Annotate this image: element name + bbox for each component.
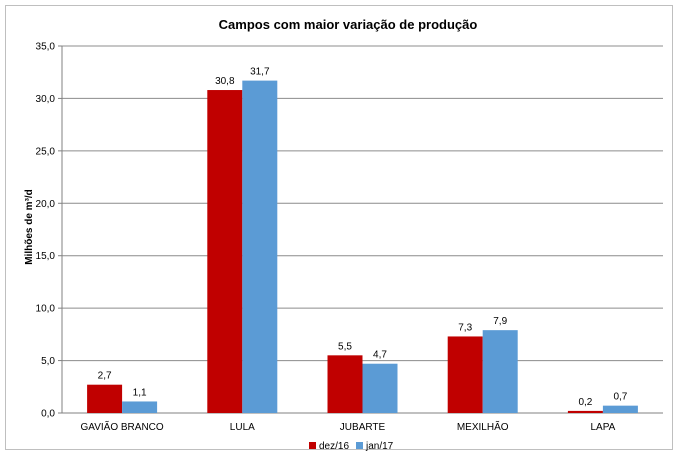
- x-category-label: JUBARTE: [340, 422, 386, 433]
- chart-title: Campos com maior variação de produção: [219, 17, 478, 32]
- bar-jan-17: [242, 80, 278, 414]
- y-tick-label: 0,0: [41, 409, 55, 420]
- y-tick-label: 10,0: [36, 304, 56, 315]
- bar-dez-16: [447, 336, 483, 413]
- legend-label: dez/16: [319, 441, 349, 452]
- data-label: 1,1: [133, 387, 147, 398]
- data-label: 30,8: [215, 76, 235, 87]
- data-label: 2,7: [98, 371, 112, 382]
- x-axis-categories: GAVIÃO BRANCO LULA JUBARTE MEXILHÃO LAPA: [81, 420, 616, 433]
- bar-dez-16: [207, 90, 243, 413]
- y-tick-label: 25,0: [36, 146, 56, 157]
- y-tick-label: 5,0: [41, 356, 55, 367]
- data-label: 7,3: [458, 322, 472, 333]
- data-labels: 2,7 1,1 30,8 31,7 5,5 4,7 7,3 7,9 0,2 0,7: [98, 67, 628, 408]
- bar-jan-17: [122, 401, 158, 413]
- y-axis-label: Milhões de m³/d: [24, 189, 35, 265]
- bar-dez-16: [567, 410, 603, 413]
- data-label: 0,2: [578, 397, 592, 408]
- data-label: 0,7: [613, 392, 627, 403]
- data-label: 7,9: [493, 316, 507, 327]
- bar-dez-16: [87, 384, 123, 413]
- data-label: 5,5: [338, 341, 352, 352]
- x-category-label: LULA: [230, 422, 255, 433]
- y-tick-label: 20,0: [36, 199, 56, 210]
- legend: dez/16 jan/17: [309, 441, 394, 452]
- bar-jan-17: [602, 405, 638, 413]
- bars: [87, 80, 638, 414]
- bar-jan-17: [362, 363, 398, 413]
- x-category-label: LAPA: [590, 422, 615, 433]
- legend-swatch: [309, 442, 316, 449]
- bar-dez-16: [327, 355, 363, 413]
- gridlines: [61, 45, 663, 414]
- data-label: 4,7: [373, 350, 387, 361]
- y-tick-label: 30,0: [36, 94, 56, 105]
- x-category-label: MEXILHÃO: [457, 420, 509, 433]
- data-label: 31,7: [250, 67, 270, 78]
- bar-jan-17: [482, 330, 518, 413]
- legend-label: jan/17: [365, 441, 394, 452]
- y-axis-ticks: 0,0 5,0 10,0 15,0 20,0 25,0 30,0 35,0: [36, 42, 62, 420]
- x-category-label: GAVIÃO BRANCO: [81, 420, 164, 433]
- y-tick-label: 35,0: [36, 42, 56, 53]
- legend-swatch: [356, 442, 363, 449]
- y-tick-label: 15,0: [36, 251, 56, 262]
